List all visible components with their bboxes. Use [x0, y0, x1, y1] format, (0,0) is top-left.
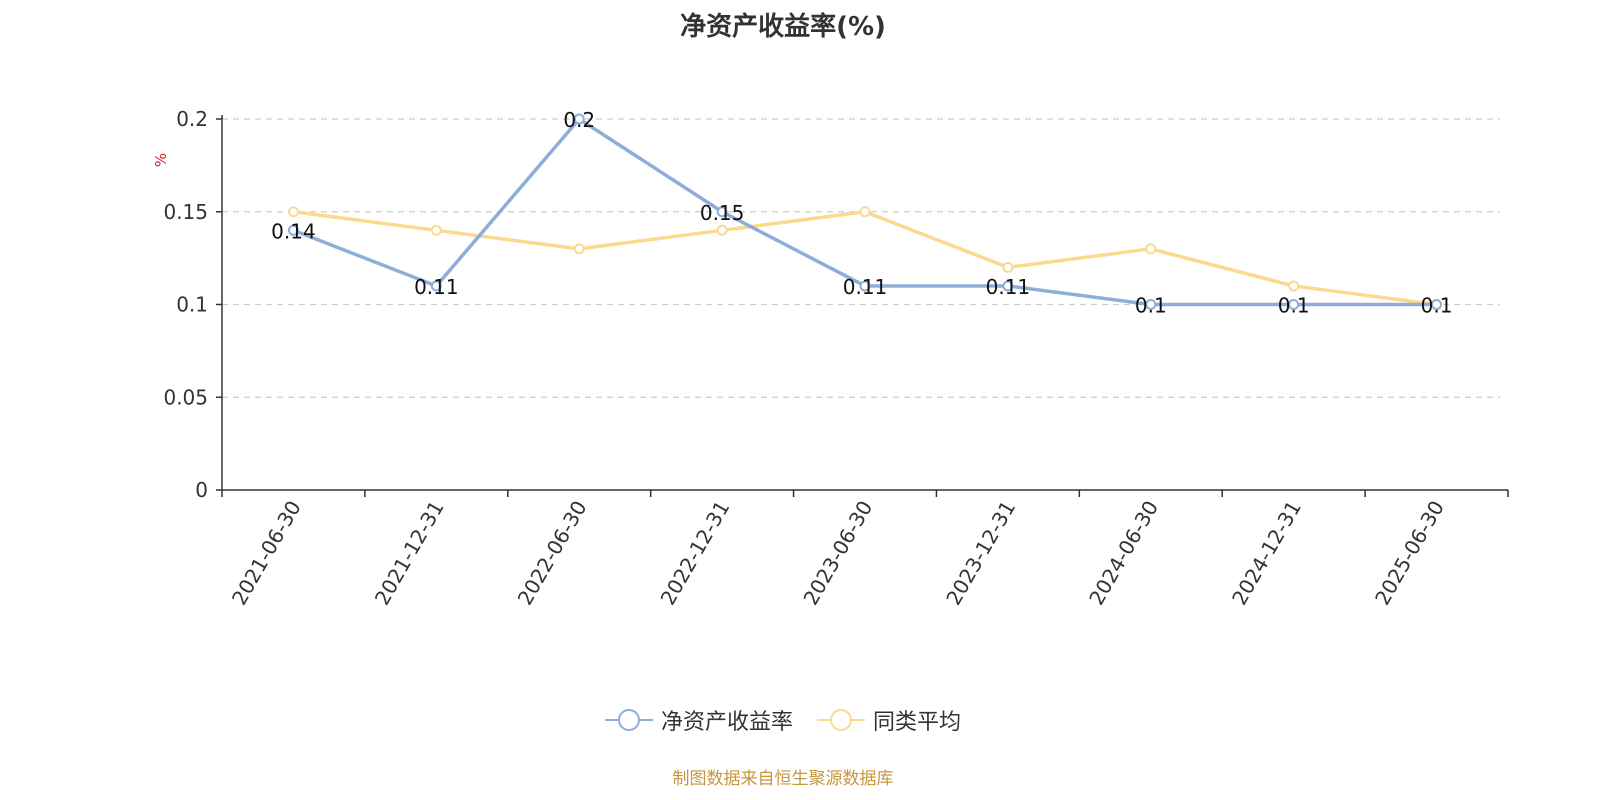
series-1-point: [1002, 261, 1014, 273]
legend-label: 同类平均: [873, 710, 962, 735]
y-tick-label: 0.1: [176, 293, 208, 317]
legend-item-series-1[interactable]: 同类平均: [817, 704, 961, 736]
series-0-point: [859, 280, 871, 292]
y-tick-label: 0.05: [163, 385, 208, 409]
legend-swatch-icon: [817, 708, 865, 732]
data-label: 0.11: [414, 275, 459, 299]
x-tick-label: 2021-12-31: [370, 497, 449, 610]
series-0-point: [430, 280, 442, 292]
series-1-point: [287, 206, 299, 218]
grid-lines: [222, 118, 1500, 398]
legend-label: 净资产收益率: [660, 710, 793, 735]
legend: 净资产收益率 同类平均: [0, 704, 1566, 736]
x-tick-label: 2023-06-30: [798, 497, 877, 610]
legend-swatch-icon: [604, 708, 653, 732]
series-0-point: [1002, 280, 1014, 292]
series-1-point: [430, 224, 442, 236]
series-0-point: [1431, 299, 1443, 310]
y-axis-label: %: [152, 153, 170, 167]
data-labels: 0.14 0.11 0.2 0.15 0.11 0.11 0.1 0.1 0.1: [271, 108, 1452, 318]
data-label: 0.1: [1278, 294, 1310, 318]
series-1-point: [573, 243, 585, 255]
y-tick-label: 0: [195, 478, 208, 502]
series-1-point: [1145, 243, 1157, 255]
data-label: 0.11: [843, 275, 888, 299]
data-label: 0.15: [700, 201, 745, 225]
data-label: 0.1: [1421, 294, 1453, 318]
x-tick-label: 2022-06-30: [513, 497, 592, 610]
x-tick-label: 2024-06-30: [1084, 497, 1163, 610]
x-tick-label: 2024-12-31: [1227, 497, 1306, 610]
data-label: 0.2: [563, 108, 595, 132]
chart-title: 净资产收益率(%): [680, 12, 886, 42]
series-0-point: [573, 113, 585, 125]
series-0-point: [287, 224, 299, 236]
series-1-point: [1288, 280, 1300, 292]
series-1-point: [716, 224, 728, 236]
y-tick-label: 0.2: [176, 107, 208, 131]
series-lines: [287, 113, 1443, 310]
data-label: 0.1: [1135, 294, 1167, 318]
x-tick-label: 2023-12-31: [941, 497, 1020, 610]
x-tick-label: 2021-06-30: [227, 497, 306, 610]
source-note: 制图数据来自恒生聚源数据库: [672, 769, 894, 789]
axes: 0 0.05 0.1 0.15 0.2% 2021-06-30 2021-12-31 2022…: [152, 107, 1509, 610]
x-tick-label: 2025-06-30: [1370, 497, 1449, 610]
series-0-point: [1145, 299, 1157, 310]
series-0-point: [1288, 299, 1300, 310]
data-label: 0.14: [271, 219, 316, 243]
series-0-point: [716, 206, 728, 218]
y-tick-label: 0.15: [163, 200, 208, 224]
x-tick-label: 2022-12-31: [656, 497, 735, 610]
series-1-point: [859, 206, 871, 218]
legend-item-series-0[interactable]: 净资产收益率: [604, 704, 793, 736]
data-label: 0.11: [986, 275, 1031, 299]
